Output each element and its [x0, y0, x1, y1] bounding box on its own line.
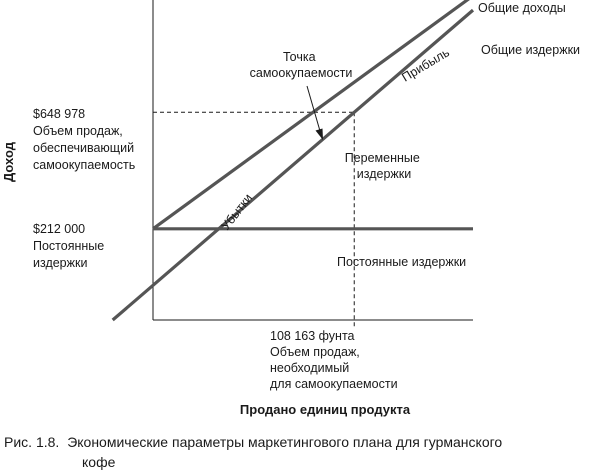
- series-name-total-revenue: Общие доходы: [478, 1, 566, 15]
- break-even-point-annotation: Точка самоокупаемости: [250, 50, 353, 80]
- break-even-arrowhead: [315, 128, 323, 140]
- losses-label: Убытки: [218, 191, 255, 233]
- figure-caption-continued: кофе: [82, 454, 116, 470]
- y-axis-title: Доход: [1, 141, 16, 182]
- x-break-even-annotation: 108 163 фунта Объем продаж, необходимый …: [270, 329, 398, 391]
- break-even-arrow: [306, 85, 321, 132]
- figure-caption-text: Экономические параметры маркетингового п…: [67, 434, 502, 450]
- series-name-total-costs: Общие издержки: [481, 43, 580, 57]
- y-fixed-costs-annotation: $212 000 Постоянные издержки: [33, 222, 108, 270]
- series-line-total-costs: [152, 0, 470, 231]
- y-break-even-annotation: $648 978 Объем продаж, обеспечивающий са…: [33, 107, 138, 172]
- figure-caption-label: Рис. 1.8.: [4, 434, 59, 450]
- series-name-fixed-costs: Постоянные издержки: [337, 255, 466, 269]
- variable-costs-label: Переменные издержки: [345, 151, 424, 181]
- x-axis-title: Продано единиц продукта: [240, 402, 411, 417]
- series-line-total-revenue: [111, 8, 475, 322]
- figure-caption: Рис. 1.8. Экономические параметры маркет…: [4, 434, 502, 450]
